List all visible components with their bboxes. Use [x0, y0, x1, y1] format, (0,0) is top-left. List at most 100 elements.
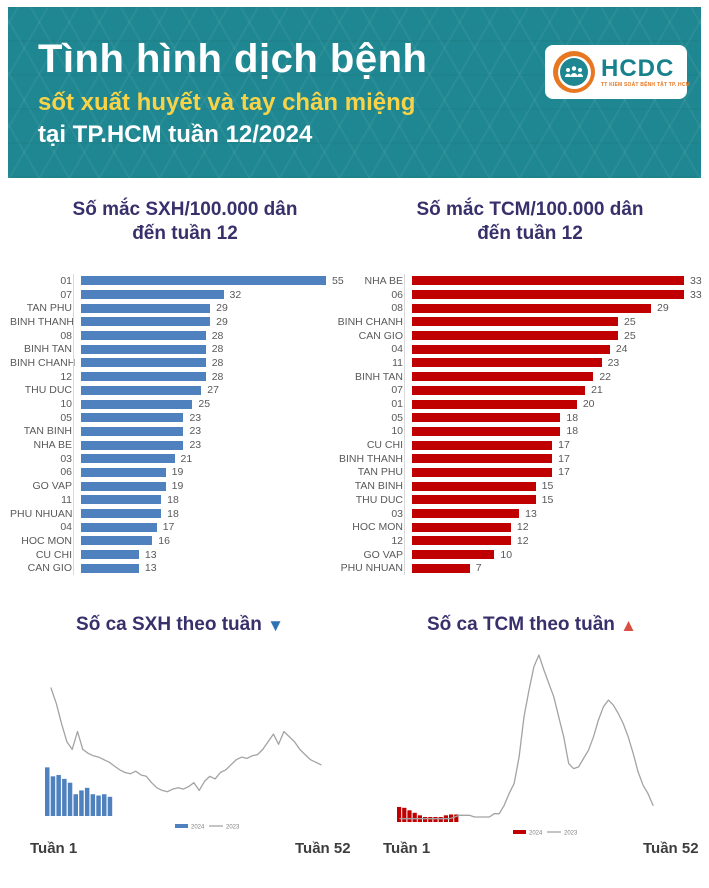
category-label: TAN BINH — [354, 480, 403, 493]
bar-row: 05 18 — [332, 411, 709, 425]
header-banner: Tình hình dịch bệnh sốt xuất huyết và ta… — [8, 7, 701, 178]
weekly-bar — [45, 767, 50, 816]
bar — [81, 563, 139, 573]
bar-row: GO VAP 19 — [10, 479, 355, 493]
legend: 2024 2023 — [513, 830, 578, 837]
value-label: 17 — [558, 452, 570, 465]
bar — [412, 303, 652, 313]
bar — [412, 399, 577, 409]
value-label: 29 — [216, 302, 228, 315]
value-label: 21 — [591, 384, 603, 397]
value-label: 28 — [211, 343, 224, 356]
value-label: 17 — [162, 521, 175, 534]
category-label: 10 — [391, 425, 403, 438]
category-label: NHA BE — [364, 274, 403, 287]
bar-row: NHA BE 33 — [332, 274, 709, 288]
bar-row: HOC MON 12 — [332, 520, 709, 534]
value-label: 55 — [331, 274, 344, 287]
hcdc-logo-icon — [553, 51, 595, 93]
people-icon — [565, 66, 583, 77]
chart-title-text: Số ca TCM theo tuần — [426, 614, 615, 635]
bar — [81, 276, 326, 286]
chart-title-text: Số ca SXH theo tuần — [76, 614, 262, 635]
x-axis-end-label: Tuần 52 — [643, 840, 699, 857]
legend-label-2024: 2024 — [191, 825, 205, 831]
page-title: Tình hình dịch bệnh — [38, 37, 428, 81]
bar-row: 07 21 — [332, 384, 709, 398]
category-label: 12 — [60, 370, 72, 383]
bar — [81, 372, 206, 382]
value-label: 10 — [500, 548, 513, 561]
value-label: 23 — [189, 439, 202, 452]
weekly-bar — [438, 816, 443, 822]
logo-text: HCDC TT KIỂM SOÁT BỆNH TẬT TP. HCM — [601, 56, 691, 88]
bar — [412, 454, 553, 464]
category-label: TAN PHU — [357, 466, 403, 479]
bar-row: 10 25 — [10, 397, 355, 411]
bar-row: 04 17 — [10, 520, 355, 534]
category-label: THU DUC — [24, 384, 72, 397]
weekly-bar — [62, 778, 67, 816]
bar — [81, 385, 202, 395]
bar — [81, 550, 139, 560]
bar — [81, 303, 211, 313]
value-label: 27 — [207, 384, 219, 397]
bar — [81, 344, 206, 354]
axis-line — [404, 274, 405, 576]
chart-title-sxh-weekly: Số ca SXH theo tuần ▼ — [5, 614, 355, 636]
bar-row: 11 23 — [332, 356, 709, 370]
value-label: 20 — [582, 398, 595, 411]
bar — [412, 550, 495, 560]
bar-row: PHU NHUAN 7 — [332, 561, 709, 575]
category-label: 06 — [391, 288, 403, 301]
bar-row: BINH TAN 22 — [332, 370, 709, 384]
bar-row: 01 20 — [332, 397, 709, 411]
category-label: 10 — [60, 398, 72, 411]
bar-row: 10 18 — [332, 425, 709, 439]
weekly-bar — [397, 806, 402, 822]
logo-tagline: TT KIỂM SOÁT BỆNH TẬT TP. HCM — [601, 81, 691, 88]
category-label: HOC MON — [352, 521, 403, 534]
value-label: 24 — [615, 343, 628, 356]
category-label: 03 — [60, 452, 72, 465]
bar — [412, 481, 536, 491]
weekly-bar — [454, 814, 459, 822]
value-label: 23 — [189, 411, 202, 424]
value-label: 18 — [167, 507, 179, 520]
category-label: 03 — [391, 507, 403, 520]
bar — [412, 372, 594, 382]
page-subtitle: sốt xuất huyết và tay chân miệng — [38, 89, 416, 116]
category-label: TAN PHU — [26, 302, 72, 315]
bar-row: TAN BINH 15 — [332, 479, 709, 493]
category-label: PHU NHUAN — [340, 562, 403, 575]
line-chart-tcm-weekly: 2024 2023 — [397, 654, 654, 837]
category-label: CAN GIO — [27, 562, 72, 575]
bar-row: TAN BINH 23 — [10, 425, 355, 439]
category-label: CAN GIO — [358, 329, 403, 342]
bar-row: GO VAP 10 — [332, 548, 709, 562]
value-label: 12 — [516, 521, 529, 534]
bar — [412, 426, 561, 436]
category-label: 11 — [61, 493, 72, 506]
bar-row: CU CHI 17 — [332, 438, 709, 452]
weekly-bar — [428, 816, 433, 822]
line-chart-sxh-weekly: 2024 2023 — [45, 687, 322, 831]
legend-swatch-2024 — [513, 830, 526, 834]
x-axis-start-label: Tuần 1 — [30, 840, 78, 857]
bar — [81, 509, 162, 519]
category-label: 04 — [60, 521, 72, 534]
weekly-bar — [407, 810, 412, 822]
hcdc-logo: HCDC TT KIỂM SOÁT BỆNH TẬT TP. HCM — [545, 45, 691, 99]
chart-title-tcm-weekly: Số ca TCM theo tuần ▲ — [357, 614, 707, 636]
value-label: 18 — [167, 493, 179, 506]
chart-title-line: đến tuần 12 — [132, 222, 238, 244]
bar — [81, 290, 224, 300]
bar — [412, 358, 602, 368]
bar-row: 11 18 — [10, 493, 355, 507]
value-label: 23 — [607, 356, 620, 369]
weekly-bar — [423, 816, 428, 822]
trend-up-icon: ▲ — [620, 616, 637, 635]
bar-row: TAN PHU 29 — [10, 301, 355, 315]
value-label: 13 — [144, 562, 157, 575]
chart-title-sxh-rate: Số mắc SXH/100.000 dân đến tuần 12 — [10, 198, 360, 246]
